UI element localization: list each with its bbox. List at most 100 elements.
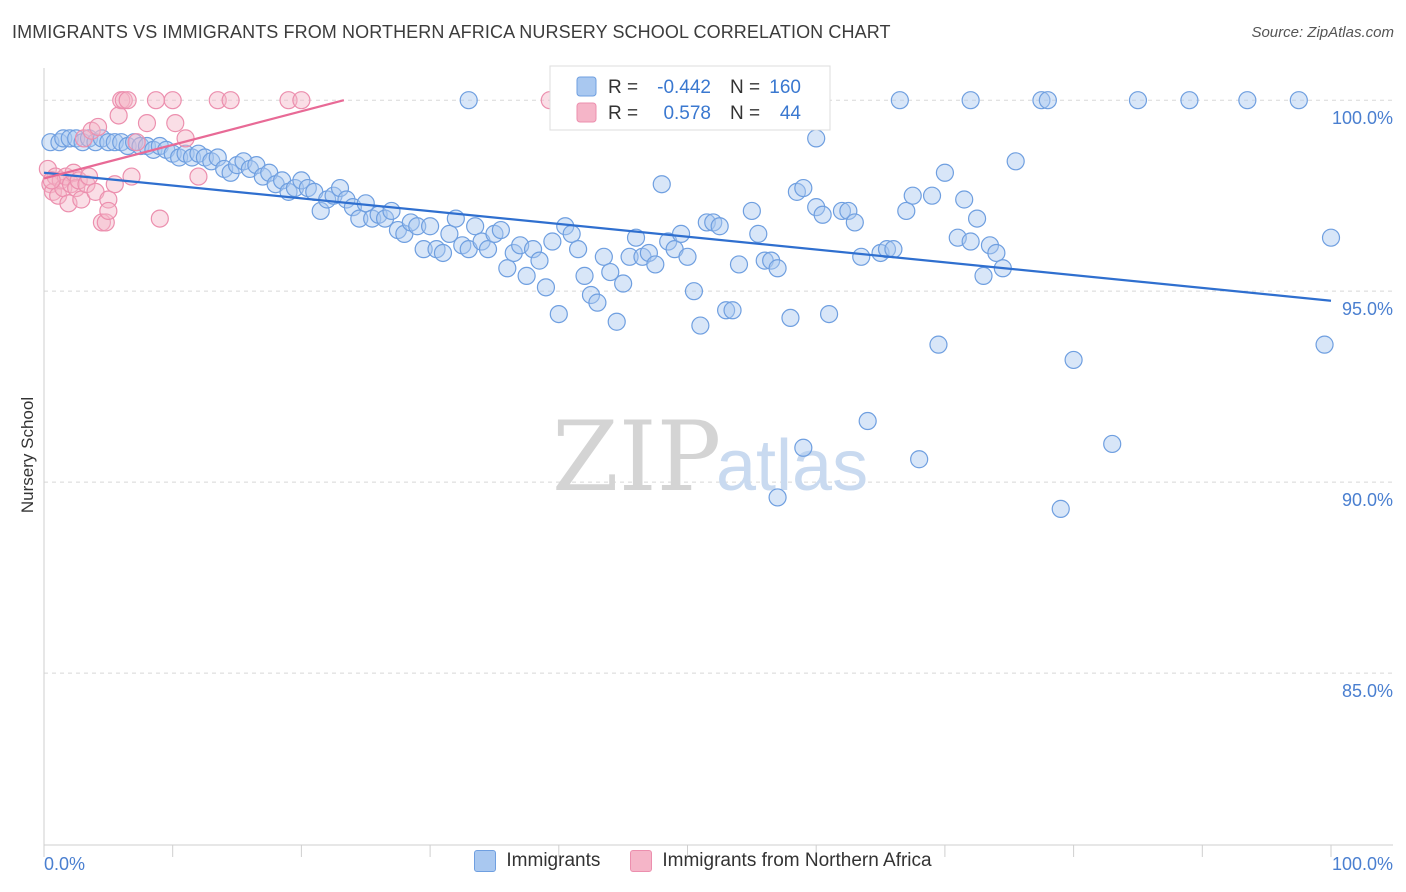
immigrants-point-113 [781, 308, 800, 328]
immigrants-point-9 [99, 133, 118, 152]
immigrants-point-146 [1128, 91, 1148, 110]
immigrants-point-154 [1038, 91, 1057, 110]
immigrants-point-83 [575, 266, 594, 285]
immigrants-point-79 [549, 304, 568, 324]
immigrants-point-156 [1289, 91, 1308, 110]
immigrants-point-28 [221, 163, 240, 182]
immigrants-point-87 [601, 262, 620, 282]
immigrants-point-126 [884, 240, 903, 259]
immigrants-point-61 [433, 243, 453, 263]
northern-africa-point-38 [221, 91, 240, 110]
northern-africa-point-31 [146, 91, 166, 110]
immigrants-point-127 [897, 201, 916, 221]
immigrants-point-72 [504, 243, 523, 263]
immigrants-point-108 [742, 201, 761, 221]
legend-r-label-1: R = [608, 77, 638, 98]
immigrants-point-141 [1006, 152, 1025, 171]
y-tick-label-95: 95.0% [1342, 299, 1393, 319]
immigrants-point-152 [890, 91, 909, 110]
immigrants-point-145 [1103, 434, 1122, 454]
immigrants-point-100 [684, 282, 704, 301]
northern-africa-point-14 [74, 129, 93, 148]
northern-africa-point-29 [127, 133, 146, 152]
immigrants-point-53 [382, 201, 401, 221]
immigrants-point-151 [794, 438, 813, 457]
northern-africa-point-33 [163, 91, 182, 110]
immigrants-point-76 [530, 251, 549, 270]
immigrants-point-159 [807, 129, 826, 148]
immigrants-point-48 [350, 209, 369, 228]
immigrants-point-143 [1051, 499, 1070, 518]
immigrants-point-45 [330, 178, 350, 198]
series-northern-africa [38, 91, 559, 232]
series-legend: Immigrants Immigrants from Northern Afri… [0, 850, 1406, 872]
northern-africa-point-30 [137, 114, 157, 133]
stats-legend: R = -0.442 N = 160 R = 0.578 N = 44 [549, 65, 831, 131]
immigrants-point-90 [620, 247, 639, 266]
legend-label-northern-africa: Immigrants from Northern Africa [662, 850, 932, 871]
y-tick-labels: 85.0% 90.0% 95.0% 100.0% [1332, 108, 1393, 701]
legend-swatch-northern-africa [630, 850, 653, 872]
immigrants-point-129 [910, 450, 929, 469]
northern-africa-point-35 [176, 129, 195, 148]
immigrants-point-75 [523, 240, 543, 259]
immigrants-point-86 [594, 247, 613, 266]
immigrants-point-136 [967, 209, 987, 228]
immigrants-point-122 [852, 247, 871, 266]
immigrants-point-62 [440, 224, 459, 243]
northern-africa-point-26 [114, 91, 133, 110]
immigrants-point-148 [1315, 335, 1334, 354]
immigrants-point-81 [562, 224, 581, 243]
immigrants-point-117 [813, 205, 832, 224]
immigrants-point-82 [569, 240, 588, 259]
axes [43, 68, 1393, 857]
immigrants-point-107 [729, 255, 749, 274]
legend-box [549, 65, 831, 131]
legend-n-label-1: N = [730, 77, 760, 98]
legend-r-value-2: 0.578 [663, 103, 711, 124]
immigrants-point-128 [903, 186, 922, 205]
legend-item-immigrants: Immigrants [474, 850, 600, 872]
northern-africa-point-34 [166, 114, 185, 133]
immigrants-point-155 [1238, 91, 1257, 110]
northern-africa-point-32 [150, 209, 169, 228]
immigrants-point-77 [536, 278, 556, 297]
trend-line-northern-africa [43, 99, 345, 180]
series-immigrants [41, 91, 1341, 518]
immigrants-point-52 [375, 209, 395, 228]
immigrants-point-74 [517, 266, 536, 285]
northern-africa-point-41 [99, 201, 118, 221]
immigrants-point-66 [466, 217, 485, 236]
immigrants-point-42 [311, 201, 330, 221]
immigrants-point-2 [54, 129, 73, 148]
immigrants-point-121 [845, 213, 864, 232]
legend-swatch-pink [576, 102, 597, 123]
immigrants-point-118 [819, 304, 839, 324]
immigrants-point-116 [807, 198, 826, 217]
immigrants-point-95 [652, 175, 671, 194]
x-tick-max: 100.0% [1332, 854, 1393, 874]
watermark-zip: ZIP [552, 401, 721, 513]
immigrants-point-98 [671, 224, 691, 243]
chart-title: IMMIGRANTS VS IMMIGRANTS FROM NORTHERN A… [12, 22, 891, 42]
legend-r-label-2: R = [608, 103, 638, 124]
y-tick-label-90: 90.0% [1342, 490, 1393, 510]
immigrants-point-147 [1180, 91, 1199, 110]
immigrants-point-119 [832, 201, 852, 221]
y-tick-label-85: 85.0% [1342, 681, 1393, 701]
immigrants-point-134 [955, 190, 974, 209]
immigrants-point-138 [980, 236, 1000, 255]
immigrants-point-93 [639, 243, 658, 263]
immigrants-point-153 [961, 91, 980, 110]
northern-africa-point-24 [109, 106, 128, 125]
immigrants-point-109 [749, 224, 768, 243]
immigrants-point-68 [478, 240, 498, 259]
immigrants-point-137 [974, 266, 993, 285]
immigrants-point-59 [421, 217, 440, 236]
source-label: Source: ZipAtlas.com [1251, 24, 1394, 41]
immigrants-point-106 [723, 301, 742, 320]
immigrants-point-144 [1064, 350, 1083, 370]
immigrants-point-111 [762, 251, 781, 270]
immigrants-point-132 [935, 163, 955, 182]
